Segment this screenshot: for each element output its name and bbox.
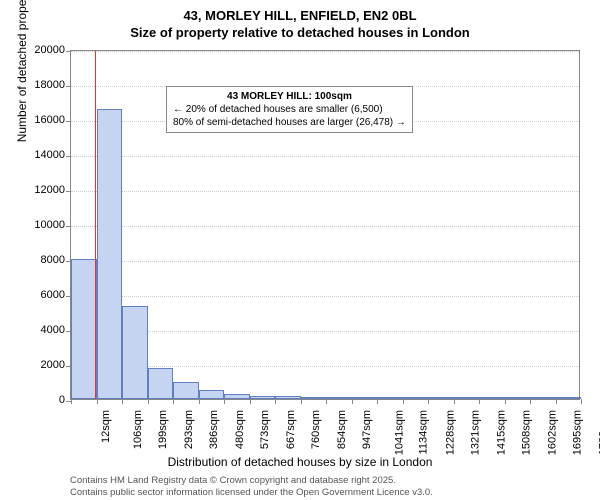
x-tick-mark bbox=[97, 399, 98, 404]
histogram-bar bbox=[556, 397, 582, 399]
x-tick-label: 106sqm bbox=[132, 410, 144, 449]
histogram-bar bbox=[97, 109, 123, 400]
x-tick-mark bbox=[71, 399, 72, 404]
x-tick-mark bbox=[301, 399, 302, 404]
x-tick-mark bbox=[122, 399, 123, 404]
histogram-bar bbox=[148, 368, 174, 400]
y-tick-mark bbox=[66, 86, 71, 87]
x-tick-label: 199sqm bbox=[157, 410, 169, 449]
y-tick-mark bbox=[66, 156, 71, 157]
chart-title-line1: 43, MORLEY HILL, ENFIELD, EN2 0BL bbox=[0, 8, 600, 23]
x-tick-label: 1228sqm bbox=[444, 410, 456, 455]
histogram-bar bbox=[250, 396, 276, 400]
y-tick-label: 8000 bbox=[15, 254, 65, 266]
histogram-chart: 43, MORLEY HILL, ENFIELD, EN2 0BL Size o… bbox=[0, 0, 600, 500]
y-tick-mark bbox=[66, 51, 71, 52]
footer-line2: Contains public sector information licen… bbox=[70, 487, 433, 498]
y-tick-mark bbox=[66, 226, 71, 227]
histogram-bar bbox=[505, 397, 531, 399]
y-tick-label: 2000 bbox=[15, 359, 65, 371]
y-tick-label: 14000 bbox=[15, 149, 65, 161]
x-tick-label: 1321sqm bbox=[469, 410, 481, 455]
y-tick-label: 6000 bbox=[15, 289, 65, 301]
gridline bbox=[71, 51, 579, 52]
gridline bbox=[71, 261, 579, 262]
x-tick-label: 947sqm bbox=[361, 410, 373, 449]
annotation-box: 43 MORLEY HILL: 100sqm← 20% of detached … bbox=[166, 86, 413, 133]
histogram-bar bbox=[530, 397, 556, 399]
x-tick-mark bbox=[352, 399, 353, 404]
y-tick-mark bbox=[66, 191, 71, 192]
x-tick-mark bbox=[148, 399, 149, 404]
annotation-title: 43 MORLEY HILL: 100sqm bbox=[173, 90, 406, 103]
y-tick-mark bbox=[66, 121, 71, 122]
chart-title-line2: Size of property relative to detached ho… bbox=[0, 25, 600, 40]
x-tick-mark bbox=[428, 399, 429, 404]
footer-line1: Contains HM Land Registry data © Crown c… bbox=[70, 475, 396, 486]
x-tick-label: 1134sqm bbox=[417, 410, 429, 454]
histogram-bar bbox=[454, 397, 480, 399]
x-tick-mark bbox=[454, 399, 455, 404]
histogram-bar bbox=[71, 259, 97, 399]
y-tick-label: 18000 bbox=[15, 79, 65, 91]
x-tick-label: 1041sqm bbox=[393, 410, 405, 455]
property-marker-line bbox=[95, 51, 96, 399]
y-tick-label: 4000 bbox=[15, 324, 65, 336]
x-tick-label: 573sqm bbox=[259, 410, 271, 449]
histogram-bar bbox=[224, 394, 250, 399]
histogram-bar bbox=[352, 397, 378, 399]
x-tick-label: 1415sqm bbox=[495, 410, 507, 455]
histogram-bar bbox=[173, 382, 199, 399]
x-tick-mark bbox=[275, 399, 276, 404]
histogram-bar bbox=[122, 306, 148, 399]
gridline bbox=[71, 296, 579, 297]
x-tick-mark bbox=[479, 399, 480, 404]
x-tick-mark bbox=[556, 399, 557, 404]
x-tick-mark bbox=[250, 399, 251, 404]
x-tick-mark bbox=[530, 399, 531, 404]
x-tick-label: 854sqm bbox=[336, 410, 348, 449]
x-tick-mark bbox=[173, 399, 174, 404]
x-tick-label: 1695sqm bbox=[571, 410, 583, 455]
histogram-bar bbox=[428, 397, 454, 399]
x-tick-mark bbox=[326, 399, 327, 404]
histogram-bar bbox=[377, 397, 403, 399]
gridline bbox=[71, 156, 579, 157]
histogram-bar bbox=[301, 397, 327, 399]
x-tick-mark bbox=[581, 399, 582, 404]
x-tick-mark bbox=[377, 399, 378, 404]
histogram-bar bbox=[403, 397, 429, 399]
x-tick-mark bbox=[199, 399, 200, 404]
x-tick-label: 1602sqm bbox=[546, 410, 558, 455]
histogram-bar bbox=[326, 397, 352, 399]
x-tick-label: 480sqm bbox=[234, 410, 246, 449]
x-tick-label: 1508sqm bbox=[520, 410, 532, 455]
gridline bbox=[71, 191, 579, 192]
annotation-line2: 80% of semi-detached houses are larger (… bbox=[173, 116, 406, 129]
x-tick-mark bbox=[403, 399, 404, 404]
annotation-line1: ← 20% of detached houses are smaller (6,… bbox=[173, 103, 406, 116]
x-axis-label: Distribution of detached houses by size … bbox=[0, 455, 600, 469]
histogram-bar bbox=[479, 397, 505, 399]
gridline bbox=[71, 226, 579, 227]
x-tick-label: 12sqm bbox=[100, 410, 112, 443]
histogram-bar bbox=[199, 390, 225, 399]
x-tick-label: 667sqm bbox=[285, 410, 297, 449]
x-tick-mark bbox=[505, 399, 506, 404]
x-tick-mark bbox=[224, 399, 225, 404]
y-tick-label: 16000 bbox=[15, 114, 65, 126]
x-tick-label: 293sqm bbox=[183, 410, 195, 449]
y-tick-label: 12000 bbox=[15, 184, 65, 196]
y-tick-label: 0 bbox=[15, 394, 65, 406]
x-tick-label: 760sqm bbox=[310, 410, 322, 449]
plot-area: 43 MORLEY HILL: 100sqm← 20% of detached … bbox=[70, 50, 580, 400]
y-tick-label: 20000 bbox=[15, 44, 65, 56]
histogram-bar bbox=[275, 396, 301, 399]
y-tick-label: 10000 bbox=[15, 219, 65, 231]
x-tick-label: 386sqm bbox=[208, 410, 220, 449]
